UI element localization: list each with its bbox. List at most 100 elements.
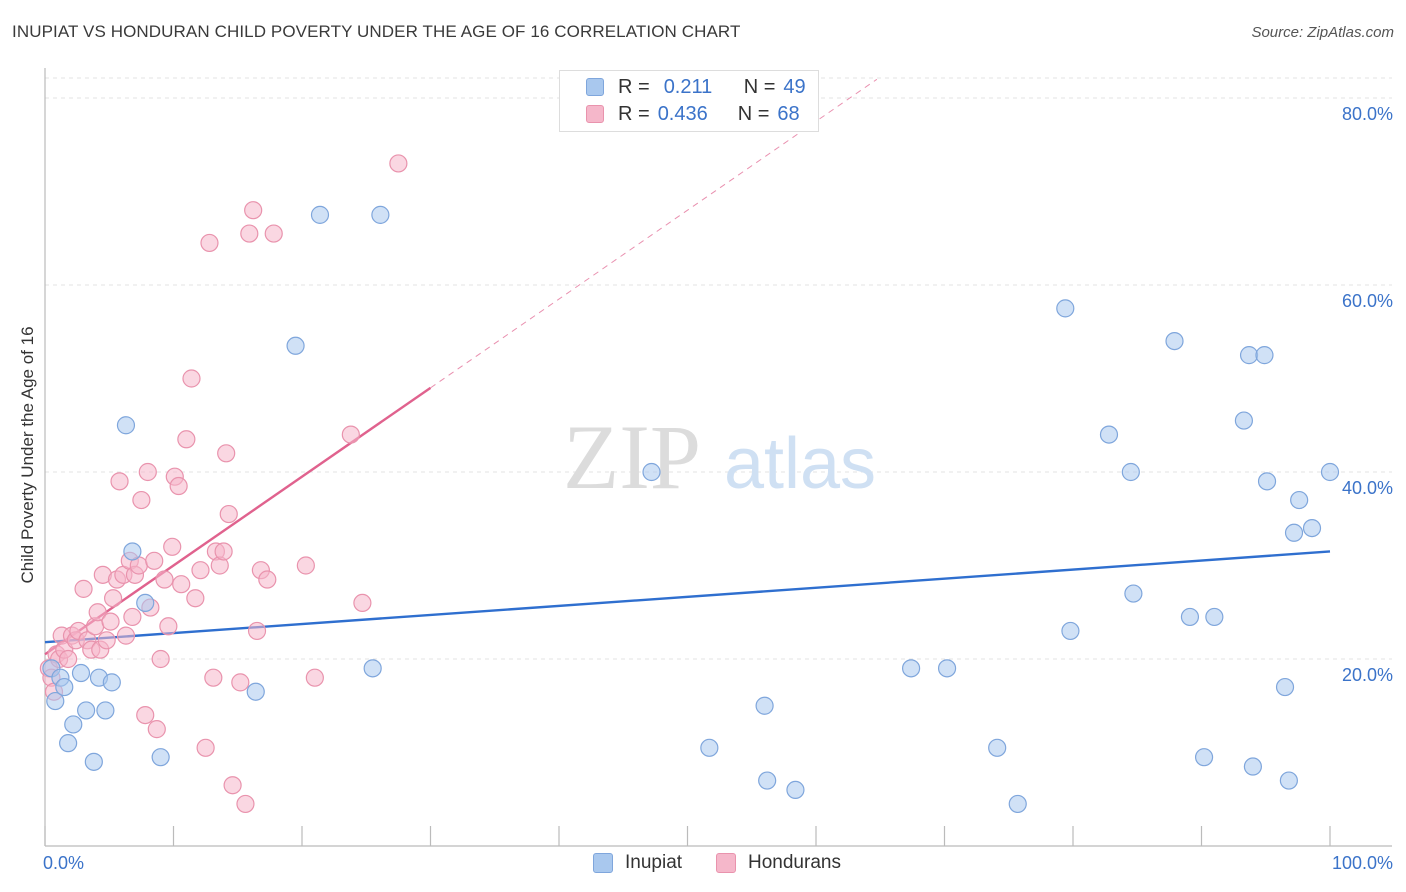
series-label-hondurans: Hondurans	[748, 852, 841, 873]
hondurans-point	[244, 201, 263, 220]
inupiat-point	[1165, 332, 1184, 351]
hondurans-point	[145, 551, 164, 570]
inupiat-point	[1239, 346, 1259, 365]
inupiat-point	[1061, 621, 1080, 641]
watermark-zip: ZIP	[563, 406, 701, 508]
legend-n-label: N =	[737, 102, 770, 125]
inupiat-point	[1194, 748, 1214, 767]
legend-r-value: 0.436	[657, 102, 708, 125]
inupiat-point	[1255, 346, 1274, 365]
inupiat-point	[96, 701, 115, 720]
inupiat-point	[1180, 607, 1200, 627]
inupiat-point	[1124, 584, 1143, 603]
hondurans-point	[177, 430, 196, 449]
series-swatch-hondurans	[716, 853, 736, 873]
series-legend-inupiat: Inupiat	[593, 852, 682, 874]
correlation-legend: R = 0.211 N = 49 R = 0.436 N = 68	[559, 70, 819, 132]
y-tick-label: 80.0%	[1342, 104, 1393, 124]
hondurans-point	[97, 631, 116, 650]
inupiat-point	[1290, 490, 1309, 510]
hondurans-point	[236, 794, 255, 814]
inupiat-point	[755, 696, 774, 715]
legend-n-label: N =	[743, 75, 776, 98]
inupiat-point	[901, 659, 921, 678]
hondurans-point	[353, 593, 372, 613]
hondurans-point	[88, 603, 107, 622]
hondurans-point	[296, 556, 315, 575]
legend-n-value: 49	[783, 75, 806, 98]
hondurans-point	[214, 542, 233, 561]
inupiat-point	[642, 462, 661, 482]
inupiat-point	[286, 336, 305, 355]
series-legend: Inupiat Hondurans	[0, 852, 1406, 878]
chart-source: Source: ZipAtlas.com	[1251, 24, 1394, 41]
hondurans-point	[247, 621, 267, 641]
inupiat-point	[1099, 425, 1119, 444]
y-tick-label: 60.0%	[1342, 291, 1393, 311]
inupiat-point	[1302, 518, 1322, 538]
inupiat-point	[59, 734, 78, 753]
inupiat-point	[1284, 523, 1304, 542]
inupiat-point	[363, 659, 382, 678]
hondurans-point	[305, 668, 324, 687]
inupiat-point	[1275, 677, 1295, 697]
inupiat-point	[136, 593, 155, 613]
legend-r-value: 0.211	[663, 75, 713, 98]
axes	[44, 68, 1392, 847]
hondurans-point	[116, 626, 136, 645]
series-swatch-inupiat	[593, 853, 613, 873]
hondurans-point	[204, 668, 223, 687]
inupiat-point	[937, 659, 957, 678]
hondurans-point	[223, 776, 242, 795]
hondurans-point	[155, 570, 174, 589]
inupiat-points	[42, 205, 1340, 814]
inupiat-point	[1121, 462, 1140, 482]
hondurans-point	[186, 589, 205, 608]
hondurans-point	[101, 612, 120, 631]
hondurans-trend-line	[44, 386, 432, 656]
inupiat-point	[1320, 462, 1340, 482]
gridlines	[45, 77, 1392, 660]
hondurans-point	[104, 589, 123, 608]
legend-r-label: R =	[618, 75, 650, 98]
inupiat-point	[84, 752, 103, 771]
inupiat-point	[102, 673, 121, 692]
hondurans-point	[200, 233, 219, 253]
legend-n-value: 68	[777, 102, 800, 125]
hondurans-point	[110, 472, 129, 491]
legend-row-inupiat: R = 0.211 N = 49	[586, 75, 806, 99]
hondurans-point	[191, 561, 210, 580]
inupiat-point	[786, 780, 805, 800]
hondurans-point	[163, 537, 182, 556]
inupiat-point	[988, 738, 1007, 757]
inupiat-point	[123, 542, 142, 561]
hondurans-point	[132, 490, 151, 510]
inupiat-point	[116, 416, 136, 435]
inupiat-point	[1279, 771, 1298, 790]
tick-labels: 20.0% 40.0% 60.0% 80.0% 0.0% 100.0%	[43, 104, 1393, 873]
hondurans-point	[341, 425, 360, 444]
legend-swatch-hondurans	[586, 105, 604, 123]
inupiat-point	[64, 715, 83, 734]
x-tick-label: 100.0%	[1332, 853, 1393, 873]
y-tick-label: 20.0%	[1342, 665, 1393, 685]
legend-row-hondurans: R = 0.436 N = 68	[586, 102, 800, 126]
inupiat-point	[151, 748, 170, 767]
legend-r-label: R =	[618, 102, 650, 125]
y-axis-label: Child Poverty Under the Age of 16	[18, 326, 37, 583]
inupiat-point	[310, 205, 330, 224]
series-label-inupiat: Inupiat	[625, 852, 683, 873]
hondurans-point	[240, 224, 259, 243]
inupiat-point	[55, 677, 74, 697]
hondurans-point	[138, 462, 157, 482]
series-legend-hondurans: Hondurans	[716, 852, 841, 874]
hondurans-point	[74, 579, 93, 598]
hondurans-point	[217, 444, 236, 463]
inupiat-point	[700, 738, 719, 757]
trend-lines	[44, 78, 1331, 656]
inupiat-point	[46, 691, 65, 711]
inupiat-point	[1008, 794, 1027, 814]
inupiat-point	[246, 682, 265, 701]
inupiat-point	[71, 663, 91, 683]
